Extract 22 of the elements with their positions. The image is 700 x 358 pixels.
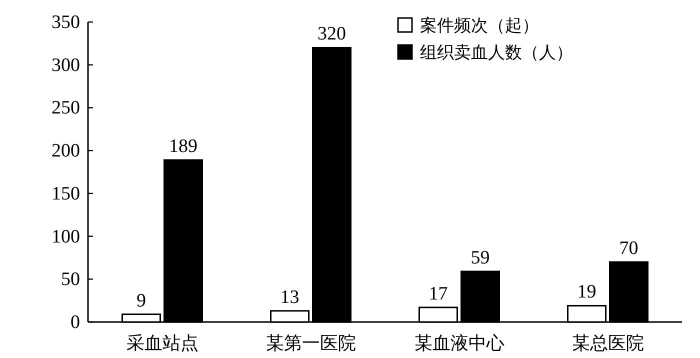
x-tick-label: 某总医院 (572, 333, 644, 353)
y-tick-label: 200 (52, 140, 80, 162)
data-label: 17 (428, 283, 448, 304)
legend-label: 组织卖血人数（人） (420, 43, 573, 62)
data-label: 13 (280, 286, 300, 308)
data-label: 59 (470, 247, 490, 268)
data-label: 19 (577, 282, 596, 303)
y-tick-label: 150 (52, 183, 80, 204)
data-label: 70 (619, 238, 638, 259)
data-label: 189 (169, 136, 198, 157)
y-tick-label: 50 (61, 269, 80, 290)
y-tick-label: 350 (52, 12, 80, 33)
y-tick-label: 250 (52, 98, 80, 119)
y-tick-label: 100 (52, 226, 80, 248)
data-label: 9 (136, 290, 146, 312)
x-tick-label: 某血液中心 (414, 333, 504, 353)
x-tick-label: 采血站点 (126, 333, 198, 353)
y-tick-label: 300 (52, 54, 80, 76)
y-tick-label: 0 (70, 312, 80, 333)
legend-label: 案件频次（起） (420, 16, 539, 35)
data-label: 320 (318, 24, 346, 45)
x-tick-label: 某第一医院 (266, 333, 356, 353)
